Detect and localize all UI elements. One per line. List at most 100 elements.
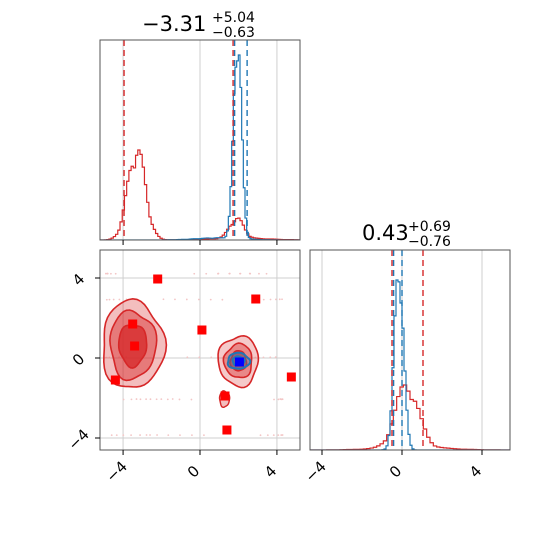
sample-dot (209, 298, 212, 301)
title-2-value: 0.43 (362, 221, 409, 245)
sample-dot (155, 398, 158, 401)
lr-xtick-label-1: 0 (386, 462, 405, 481)
lr-xtick-label-2: 4 (466, 462, 485, 481)
sample-dot (106, 272, 109, 275)
sample-dot (114, 272, 117, 275)
sample-dot (248, 272, 251, 275)
truth-marker (234, 357, 244, 367)
title-1-value: −3.31 (142, 12, 206, 36)
bottom-left-grid (100, 250, 300, 450)
sample-dot (273, 398, 275, 401)
sample-dot (281, 398, 284, 401)
sample-dot (174, 298, 176, 301)
sample-dot (258, 272, 260, 275)
sample-marker (251, 294, 261, 304)
sample-dot (122, 434, 125, 437)
sample-dot (265, 272, 268, 275)
sample-dot (178, 398, 181, 401)
sample-dot (167, 434, 170, 436)
sample-dot (280, 434, 283, 436)
title-2-upper: +0.69 (408, 219, 451, 235)
sample-dot (262, 356, 265, 359)
ll-xtick-label-0: −4 (103, 457, 131, 485)
sample-marker (286, 372, 296, 382)
sample-dot (108, 298, 111, 301)
sample-dot (149, 434, 151, 436)
sample-dot (266, 434, 269, 437)
sample-marker (153, 274, 163, 284)
sample-dot (149, 398, 152, 401)
sample-dot (228, 272, 231, 275)
sample-dot (198, 356, 201, 359)
sample-dot (210, 356, 213, 359)
sample-dot (281, 434, 284, 436)
sample-dot (190, 398, 193, 401)
sample-dot (160, 398, 163, 401)
sample-marker (130, 341, 140, 351)
sample-dot (191, 434, 193, 437)
ll-ytick-label-0: 4 (69, 270, 88, 289)
sample-dot (130, 434, 132, 436)
sample-dot (108, 356, 111, 359)
sample-dot (197, 298, 200, 301)
sample-marker (222, 425, 232, 435)
title-1-lower: −0.63 (212, 25, 255, 41)
sample-dot (156, 434, 158, 436)
bottom-right-panel-frame (309, 249, 511, 451)
sample-dot (139, 398, 142, 401)
sample-dot (203, 434, 205, 437)
title-param-1: −3.31 +5.04 −0.63 (142, 10, 255, 41)
sample-dot (179, 434, 181, 437)
lr-blue-histogram (310, 279, 510, 450)
sample-dot (110, 272, 112, 275)
sample-dot (110, 434, 113, 437)
sample-dot (221, 298, 224, 301)
sample-dot (274, 298, 277, 301)
sample-dot (281, 298, 283, 301)
scatter-markers (110, 274, 296, 435)
sample-dot (239, 272, 241, 275)
sample-dot (262, 298, 265, 301)
ll-ytick-label-1: 0 (69, 350, 88, 369)
sample-dot (130, 398, 133, 401)
sample-dot (145, 434, 148, 436)
sample-dot (277, 398, 280, 401)
title-1-upper: +5.04 (212, 10, 255, 26)
sample-dot (118, 356, 121, 359)
sample-dot (278, 298, 281, 301)
ll-ytick-label-2: −4 (64, 425, 92, 453)
sample-marker (197, 325, 207, 335)
sample-dot (118, 298, 121, 301)
sample-dot (272, 434, 275, 437)
title-2-lower: −0.76 (408, 234, 451, 250)
sample-dot (105, 272, 107, 275)
sample-dot (105, 356, 108, 359)
sample-dot (254, 356, 257, 359)
top-left-grid (122, 40, 278, 240)
sample-dot (274, 356, 277, 359)
lr-xtick-label-0: −4 (301, 457, 329, 485)
sample-dot (135, 398, 138, 400)
sample-marker (220, 391, 230, 401)
sample-dot (112, 298, 115, 301)
sample-dot (185, 298, 188, 301)
sample-dot (162, 298, 165, 301)
sample-dot (139, 434, 141, 436)
sample-dot (205, 272, 208, 275)
sample-dot (171, 398, 174, 400)
sample-dot (269, 298, 272, 301)
ll-xtick-label-1: 0 (184, 462, 203, 481)
sample-dot (280, 398, 283, 401)
sample-dot (193, 272, 196, 275)
sample-dot (166, 398, 169, 401)
sample-marker (110, 375, 120, 385)
sample-marker (128, 319, 138, 329)
sample-dot (145, 398, 148, 401)
sample-dot (269, 356, 272, 359)
sample-dot (186, 356, 189, 359)
sample-dot (277, 434, 280, 437)
title-param-2: 0.43 +0.69 −0.76 (362, 219, 451, 250)
sample-dot (217, 272, 220, 275)
sample-dot (105, 298, 108, 301)
